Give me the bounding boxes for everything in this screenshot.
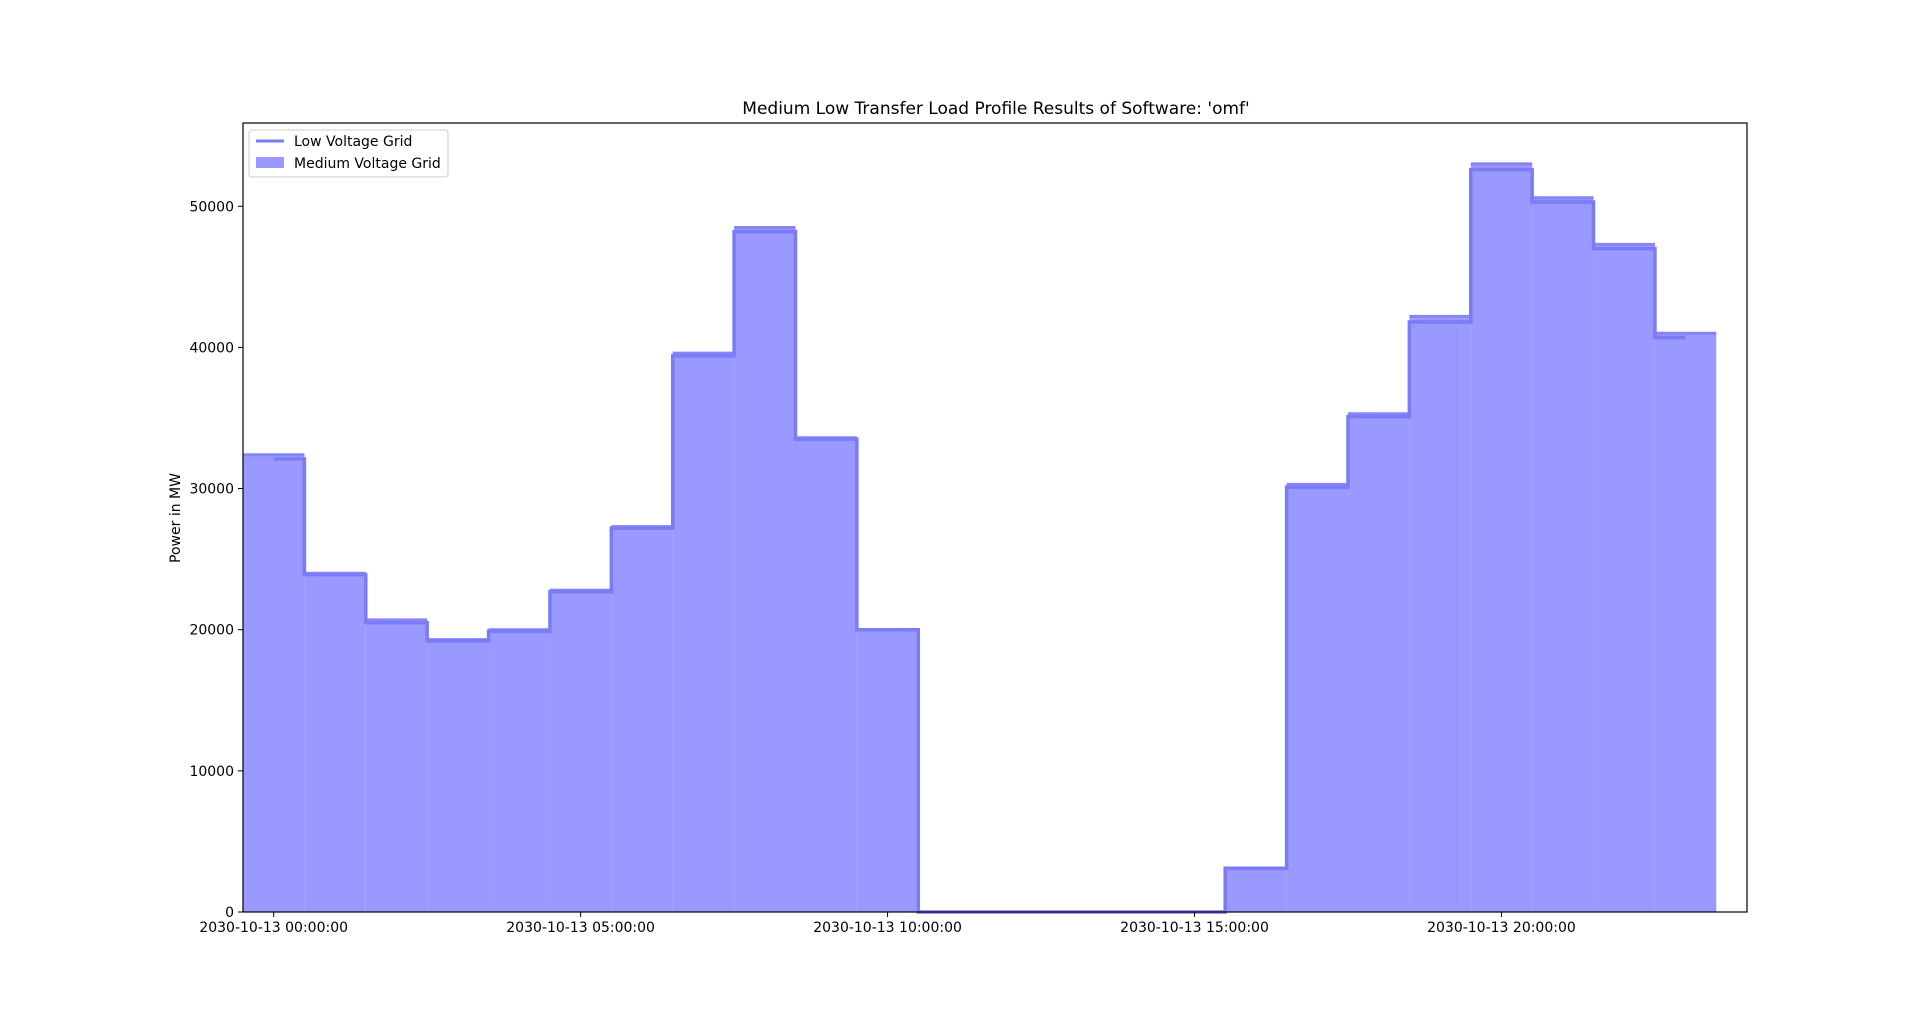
medium-voltage-bar: [672, 353, 735, 913]
low-voltage-line: [273, 167, 1686, 914]
medium-voltage-bar: [1409, 316, 1471, 912]
medium-voltage-bar: [1654, 333, 1717, 912]
medium-voltage-bar: [1593, 244, 1655, 912]
y-axis: 0 10000 20000 30000 40000 50000: [189, 199, 243, 921]
legend-label-low-voltage: Low Voltage Grid: [294, 134, 412, 150]
y-tick-label: 50000: [189, 199, 234, 215]
medium-voltage-bar: [1225, 868, 1287, 912]
medium-voltage-bar: [734, 227, 796, 913]
medium-voltage-bar: [243, 454, 305, 912]
x-tick-label: 2030-10-13 20:00:00: [1427, 920, 1576, 936]
medium-voltage-bar: [1347, 413, 1410, 912]
medium-voltage-bar: [488, 629, 550, 912]
y-tick-label: 20000: [189, 623, 234, 639]
y-tick-label: 30000: [189, 482, 234, 498]
x-tick-label: 2030-10-13 05:00:00: [506, 920, 655, 936]
x-tick-label: 2030-10-13 15:00:00: [1120, 920, 1269, 936]
chart-title: Medium Low Transfer Load Profile Results…: [742, 99, 1249, 119]
x-tick-label: 2030-10-13 10:00:00: [813, 920, 962, 936]
medium-voltage-bar: [1470, 163, 1533, 913]
medium-voltage-bar: [304, 573, 366, 912]
y-tick-label: 40000: [189, 340, 234, 356]
medium-voltage-bar: [611, 526, 673, 912]
medium-voltage-bar: [1286, 484, 1348, 912]
y-axis-label: Power in MW: [168, 473, 184, 563]
medium-voltage-area-layer: [243, 162, 1717, 914]
x-tick-label: 2030-10-13 00:00:00: [199, 920, 348, 936]
legend: Low Voltage Grid Medium Voltage Grid: [248, 129, 449, 178]
medium-voltage-bar: [549, 590, 612, 912]
legend-area-swatch: [256, 157, 284, 168]
medium-voltage-bar: [1532, 197, 1594, 913]
medium-voltage-bar: [795, 437, 857, 912]
medium-voltage-bar: [365, 619, 428, 912]
legend-label-medium-voltage: Medium Voltage Grid: [294, 156, 441, 172]
x-axis: 2030-10-13 00:00:00 2030-10-13 05:00:00 20…: [199, 912, 1576, 936]
y-tick-label: 10000: [189, 764, 234, 780]
low-voltage-line-layer: [273, 167, 1686, 914]
plot-frame: [242, 122, 1748, 913]
y-tick-label: 0: [225, 905, 234, 921]
medium-voltage-bar: [427, 639, 489, 912]
medium-voltage-bar: [856, 629, 919, 912]
legend-box: [248, 129, 449, 178]
